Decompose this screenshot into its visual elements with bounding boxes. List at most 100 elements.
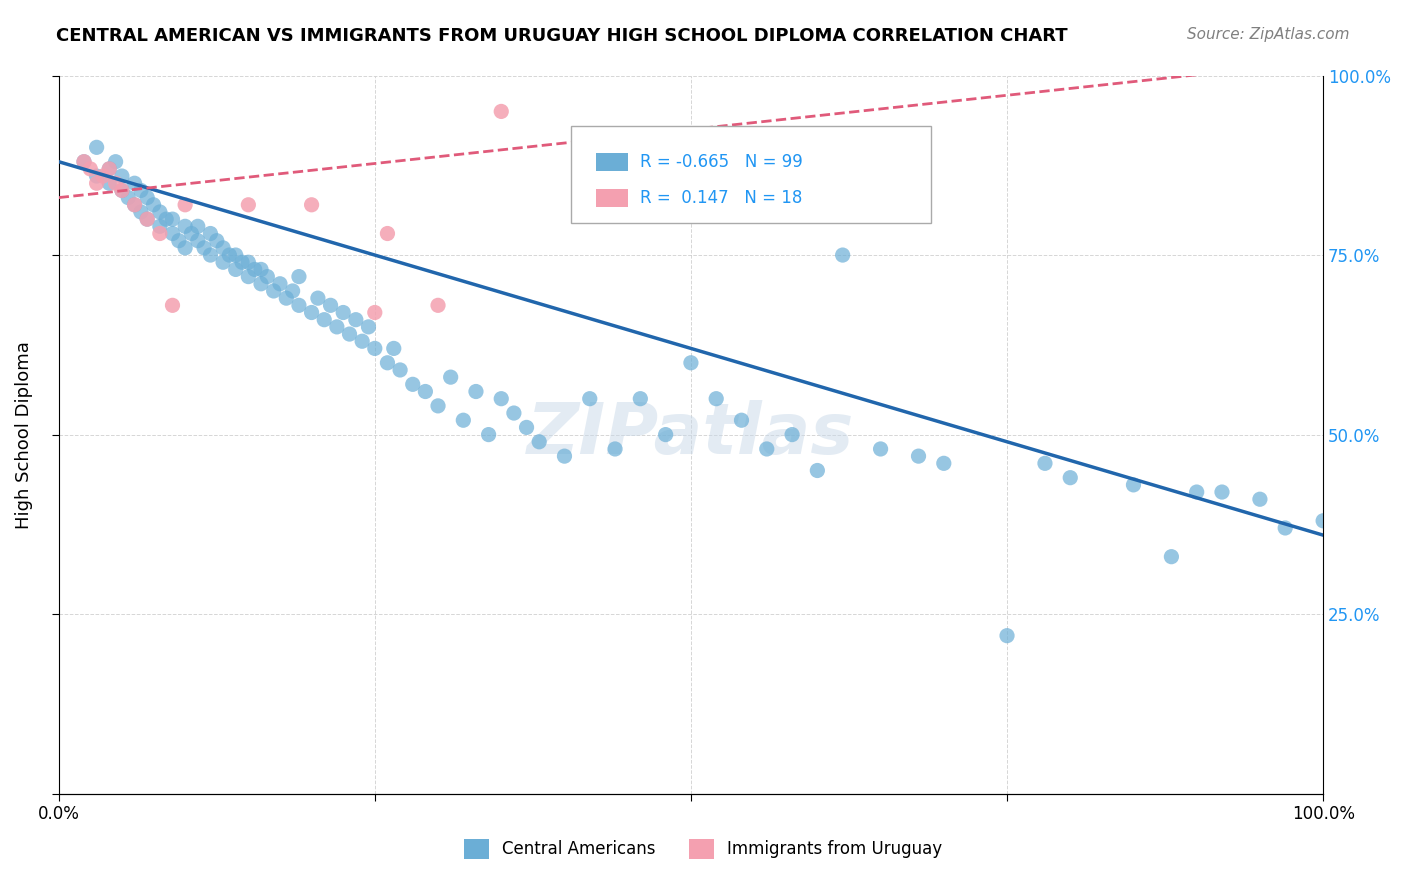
Central Americans (730, 413, 752, 427)
Central Americans (124, 198, 146, 212)
Central Americans (136, 212, 159, 227)
Central Americans (200, 248, 222, 262)
Central Americans (301, 305, 323, 319)
Central Americans (129, 183, 152, 197)
Central Americans (491, 392, 513, 406)
Immigrants from Uruguay (238, 198, 260, 212)
Central Americans (332, 305, 354, 319)
Central Americans (276, 291, 298, 305)
Central Americans (205, 234, 228, 248)
Immigrants from Uruguay (364, 305, 387, 319)
Central Americans (1312, 514, 1334, 528)
Central Americans (402, 377, 425, 392)
Central Americans (180, 227, 202, 241)
Immigrants from Uruguay (174, 198, 197, 212)
Central Americans (364, 342, 387, 356)
Central Americans (932, 456, 955, 470)
Text: CENTRAL AMERICAN VS IMMIGRANTS FROM URUGUAY HIGH SCHOOL DIPLOMA CORRELATION CHAR: CENTRAL AMERICAN VS IMMIGRANTS FROM URUG… (56, 27, 1069, 45)
Central Americans (628, 392, 651, 406)
Immigrants from Uruguay (491, 104, 513, 119)
Immigrants from Uruguay (377, 227, 399, 241)
Immigrants from Uruguay (124, 198, 146, 212)
Central Americans (907, 449, 929, 463)
Immigrants from Uruguay (301, 198, 323, 212)
Central Americans (187, 234, 209, 248)
Central Americans (465, 384, 488, 399)
Central Americans (256, 269, 278, 284)
Central Americans (527, 434, 550, 449)
Central Americans (780, 427, 803, 442)
Central Americans (1122, 478, 1144, 492)
Immigrants from Uruguay (98, 161, 121, 176)
Central Americans (167, 234, 190, 248)
Central Americans (98, 176, 121, 190)
Central Americans (478, 427, 501, 442)
Central Americans (1033, 456, 1056, 470)
Central Americans (86, 140, 108, 154)
Central Americans (427, 399, 450, 413)
Y-axis label: High School Diploma: High School Diploma (15, 341, 32, 529)
Central Americans (357, 319, 380, 334)
Central Americans (288, 269, 311, 284)
Central Americans (679, 356, 702, 370)
Central Americans (389, 363, 412, 377)
Central Americans (415, 384, 437, 399)
Central Americans (704, 392, 727, 406)
Central Americans (269, 277, 291, 291)
Central Americans (142, 198, 165, 212)
Central Americans (352, 334, 374, 349)
Central Americans (250, 277, 273, 291)
FancyBboxPatch shape (596, 153, 627, 170)
Text: Source: ZipAtlas.com: Source: ZipAtlas.com (1187, 27, 1350, 42)
Central Americans (117, 191, 139, 205)
Central Americans (111, 169, 134, 183)
Central Americans (806, 463, 828, 477)
Central Americans (136, 191, 159, 205)
Immigrants from Uruguay (73, 154, 96, 169)
Central Americans (553, 449, 575, 463)
Central Americans (231, 255, 253, 269)
Immigrants from Uruguay (91, 169, 114, 183)
Central Americans (162, 212, 184, 227)
Central Americans (1249, 492, 1271, 507)
Central Americans (382, 342, 405, 356)
Central Americans (238, 269, 260, 284)
Central Americans (1185, 485, 1208, 500)
Central Americans (339, 327, 361, 342)
Central Americans (243, 262, 266, 277)
Immigrants from Uruguay (162, 298, 184, 312)
Central Americans (281, 284, 304, 298)
Central Americans (440, 370, 463, 384)
Central Americans (250, 262, 273, 277)
Text: R =  0.147   N = 18: R = 0.147 N = 18 (640, 188, 803, 207)
Immigrants from Uruguay (79, 161, 101, 176)
Central Americans (1274, 521, 1296, 535)
Immigrants from Uruguay (86, 176, 108, 190)
Central Americans (578, 392, 600, 406)
Immigrants from Uruguay (149, 227, 172, 241)
Central Americans (319, 298, 342, 312)
Central Americans (149, 205, 172, 219)
Central Americans (831, 248, 853, 262)
Immigrants from Uruguay (111, 183, 134, 197)
Central Americans (755, 442, 778, 456)
Central Americans (104, 154, 127, 169)
Immigrants from Uruguay (427, 298, 450, 312)
FancyBboxPatch shape (571, 126, 931, 223)
Central Americans (603, 442, 626, 456)
Text: ZIPatlas: ZIPatlas (527, 401, 855, 469)
Central Americans (869, 442, 891, 456)
Central Americans (98, 161, 121, 176)
Central Americans (225, 262, 247, 277)
Central Americans (124, 176, 146, 190)
Central Americans (149, 219, 172, 234)
Immigrants from Uruguay (104, 176, 127, 190)
Central Americans (212, 241, 235, 255)
Central Americans (288, 298, 311, 312)
Central Americans (377, 356, 399, 370)
Central Americans (225, 248, 247, 262)
Central Americans (174, 219, 197, 234)
Central Americans (453, 413, 475, 427)
Central Americans (218, 248, 240, 262)
Central Americans (111, 183, 134, 197)
